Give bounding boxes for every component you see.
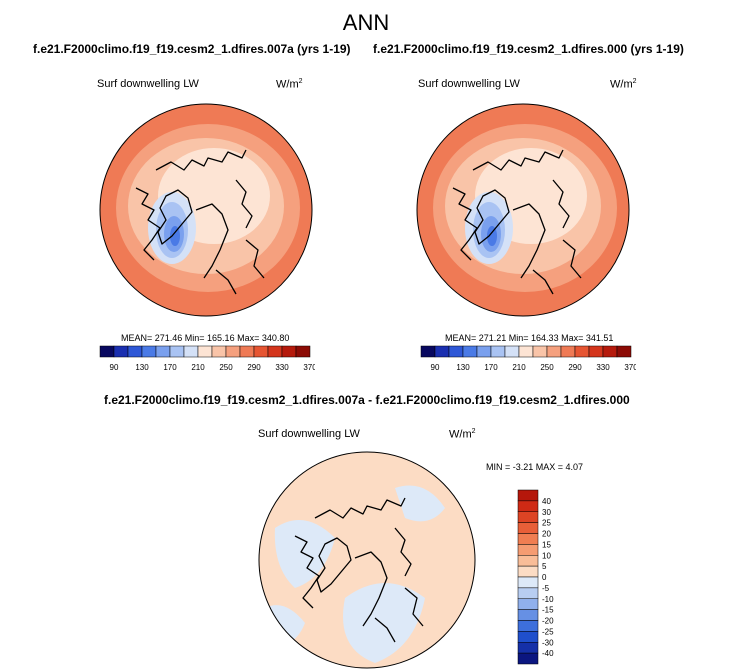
colorbar-swatch bbox=[517, 587, 539, 599]
colorbar-swatch bbox=[239, 345, 255, 358]
colorbar-swatch bbox=[141, 345, 157, 358]
panel-1-stats: MEAN= 271.46 Min= 165.16 Max= 340.80 bbox=[121, 333, 290, 343]
colorbar-swatch bbox=[517, 533, 539, 545]
colorbar-tick-label: 370 bbox=[624, 363, 636, 372]
panel-2-units: W/m2 bbox=[610, 78, 637, 91]
panel-2-colorbar: 90 130 170 210 250 290 330 370 bbox=[420, 345, 636, 372]
colorbar-tick-label: 15 bbox=[542, 540, 551, 549]
colorbar-swatch bbox=[517, 555, 539, 567]
colorbar-tick-label: -20 bbox=[542, 617, 554, 626]
colorbar-swatch bbox=[517, 522, 539, 534]
colorbar-swatch bbox=[517, 598, 539, 610]
colorbar-swatch bbox=[504, 345, 520, 358]
colorbar-tick-label: 330 bbox=[275, 363, 289, 372]
colorbar-swatch bbox=[602, 345, 618, 358]
panel-1-colorbar: 90 130 170 210 250 290 330 370 bbox=[99, 345, 315, 372]
colorbar-tick-label: 170 bbox=[484, 363, 498, 372]
colorbar-tick-label: 40 bbox=[542, 497, 551, 506]
colorbar-swatch bbox=[462, 345, 478, 358]
colorbar-swatch bbox=[517, 500, 539, 512]
colorbar-swatch bbox=[517, 620, 539, 632]
colorbar-swatch bbox=[476, 345, 492, 358]
colorbar-swatch bbox=[127, 345, 143, 358]
colorbar-swatch bbox=[588, 345, 604, 358]
colorbar-tick-label: 130 bbox=[135, 363, 149, 372]
panel-1-case-title: f.e21.F2000climo.f19_f19.cesm2_1.dfires.… bbox=[33, 42, 351, 56]
colorbar-swatch bbox=[434, 345, 450, 358]
colorbar-swatch bbox=[517, 652, 539, 665]
colorbar-swatch bbox=[517, 609, 539, 621]
colorbar-swatch bbox=[518, 345, 534, 358]
colorbar-swatch bbox=[197, 345, 213, 358]
main-title: ANN bbox=[342, 10, 390, 35]
colorbar-tick-label: -25 bbox=[542, 627, 554, 636]
colorbar-swatch bbox=[490, 345, 506, 358]
colorbar-swatch bbox=[281, 345, 297, 358]
colorbar-swatch bbox=[517, 511, 539, 523]
panel-2-case-title: f.e21.F2000climo.f19_f19.cesm2_1.dfires.… bbox=[373, 42, 684, 56]
panel-3-units: W/m2 bbox=[449, 428, 476, 441]
colorbar-tick-label: 90 bbox=[431, 363, 440, 372]
panel-3-field bbox=[259, 452, 475, 668]
colorbar-tick-label: -30 bbox=[542, 638, 554, 647]
colorbar-tick-label: 330 bbox=[596, 363, 610, 372]
colorbar-swatch bbox=[546, 345, 562, 358]
colorbar-swatch bbox=[295, 345, 311, 358]
panel-2-variable: Surf downwelling LW bbox=[418, 78, 520, 90]
panel-1-variable: Surf downwelling LW bbox=[97, 78, 199, 90]
colorbar-swatch bbox=[211, 345, 227, 358]
colorbar-swatch bbox=[517, 576, 539, 589]
colorbar-tick-label: -40 bbox=[542, 649, 554, 658]
colorbar-swatch bbox=[225, 345, 241, 358]
colorbar-tick-label: 130 bbox=[456, 363, 470, 372]
panel-2-map bbox=[416, 103, 630, 317]
colorbar-swatch bbox=[113, 345, 129, 358]
panel-1-units: W/m2 bbox=[276, 78, 303, 91]
colorbar-swatch bbox=[574, 345, 590, 358]
colorbar-tick-label: 170 bbox=[163, 363, 177, 372]
colorbar-tick-label: -15 bbox=[542, 606, 554, 615]
panel-2-stats: MEAN= 271.21 Min= 164.33 Max= 341.51 bbox=[445, 333, 614, 343]
colorbar-swatch bbox=[169, 345, 185, 358]
colorbar-tick-label: -5 bbox=[542, 584, 550, 593]
colorbar-tick-label: 210 bbox=[512, 363, 526, 372]
colorbar-tick-label: 250 bbox=[540, 363, 554, 372]
colorbar-tick-label: -10 bbox=[542, 595, 554, 604]
colorbar-swatch bbox=[532, 345, 548, 358]
colorbar-tick-label: 90 bbox=[110, 363, 119, 372]
colorbar-tick-label: 20 bbox=[542, 530, 551, 539]
panel-1-map bbox=[99, 103, 313, 317]
colorbar-swatch bbox=[517, 642, 539, 654]
colorbar-swatch bbox=[448, 345, 464, 358]
colorbar-tick-label: 290 bbox=[247, 363, 261, 372]
colorbar-swatch bbox=[155, 345, 171, 358]
colorbar-tick-label: 30 bbox=[542, 508, 551, 517]
colorbar-swatch bbox=[517, 565, 539, 578]
colorbar-tick-label: 10 bbox=[542, 551, 551, 560]
panel-3-case-title: f.e21.F2000climo.f19_f19.cesm2_1.dfires.… bbox=[104, 393, 630, 407]
colorbar-swatch bbox=[517, 544, 539, 556]
colorbar-swatch bbox=[253, 345, 269, 358]
colorbar-tick-label: 25 bbox=[542, 519, 551, 528]
panel-1-field bbox=[100, 104, 312, 316]
colorbar-swatch bbox=[183, 345, 199, 358]
colorbar-tick-label: 0 bbox=[542, 573, 547, 582]
colorbar-swatch bbox=[420, 345, 436, 358]
colorbar-tick-label: 290 bbox=[568, 363, 582, 372]
panel-3-stats: MIN = -3.21 MAX = 4.07 bbox=[486, 462, 584, 472]
panel-3-variable: Surf downwelling LW bbox=[258, 428, 360, 440]
colorbar-swatch bbox=[99, 345, 115, 358]
panel-3-map bbox=[258, 451, 476, 669]
panel-2-field bbox=[417, 104, 629, 316]
colorbar-tick-label: 250 bbox=[219, 363, 233, 372]
colorbar-swatch bbox=[517, 489, 539, 502]
colorbar-tick-label: 370 bbox=[303, 363, 315, 372]
colorbar-swatch bbox=[267, 345, 283, 358]
colorbar-tick-label: 5 bbox=[542, 562, 547, 571]
colorbar-swatch bbox=[616, 345, 632, 358]
colorbar-swatch bbox=[517, 631, 539, 643]
colorbar-tick-label: 210 bbox=[191, 363, 205, 372]
colorbar-swatch bbox=[560, 345, 576, 358]
